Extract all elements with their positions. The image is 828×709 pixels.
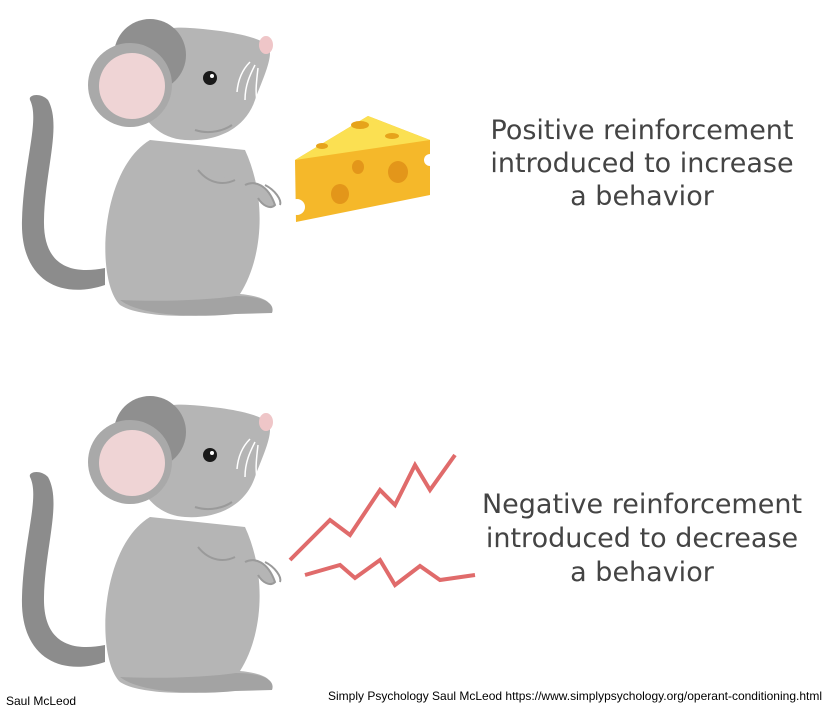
shock [288, 453, 476, 588]
caption-line: Positive reinforcement [491, 115, 794, 146]
caption-line: introduced to increase [490, 148, 793, 179]
footer-right: Simply Psychology Saul McLeod https://ww… [328, 689, 822, 703]
mouse-bottom [20, 395, 282, 694]
caption-line: introduced to decrease [486, 523, 798, 554]
mouse-top [20, 18, 282, 317]
caption-line: a behavior [570, 557, 715, 588]
caption-line: a behavior [570, 181, 715, 212]
caption-line: Negative reinforcement [482, 489, 802, 520]
footer-left: Saul McLeod [6, 694, 76, 708]
cheese [289, 116, 436, 222]
